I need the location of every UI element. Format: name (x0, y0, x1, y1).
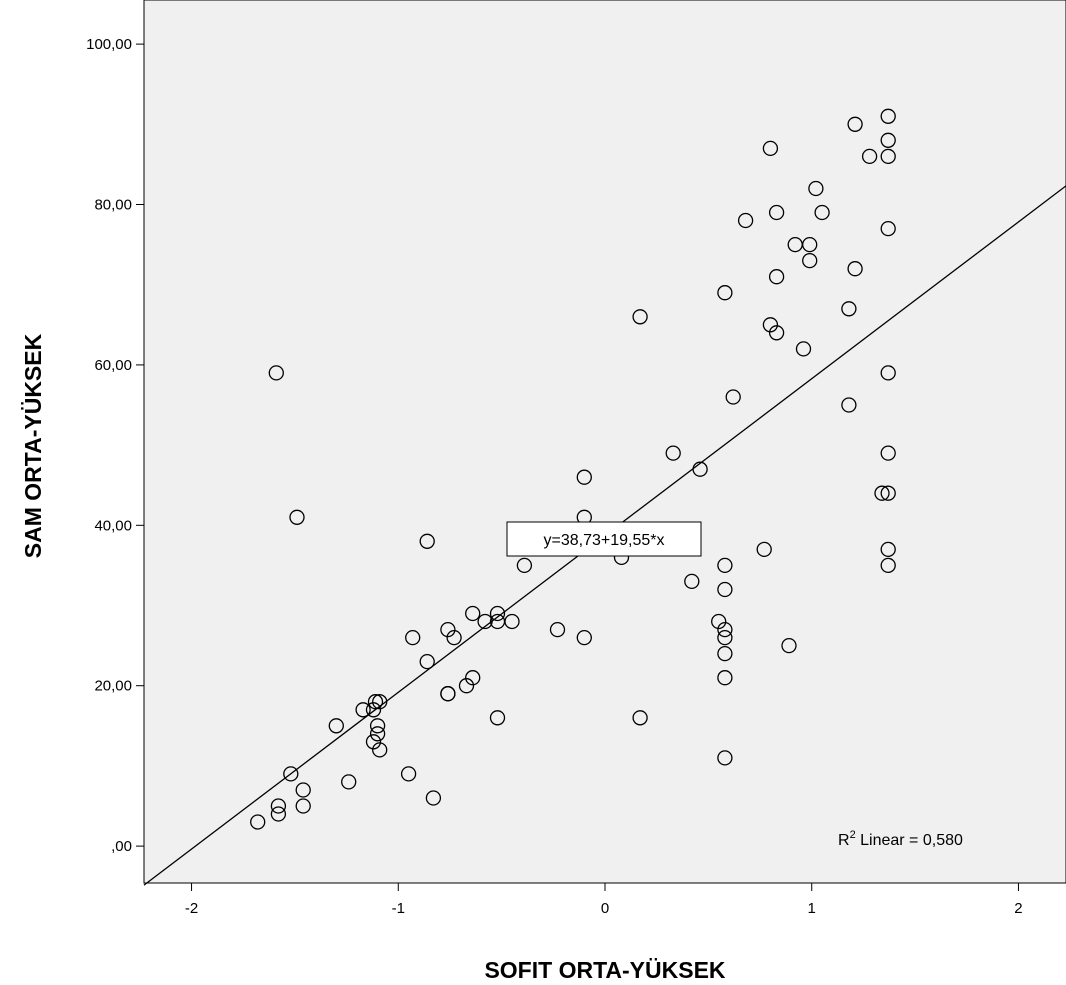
scatter-point (880, 108, 896, 124)
scatter-point (250, 814, 266, 830)
scatter-point (446, 629, 462, 646)
scatter-point (847, 116, 863, 132)
scatter-point (268, 365, 284, 381)
scatter-point (576, 469, 592, 485)
scatter-point (768, 325, 785, 341)
scatter-point (465, 605, 481, 622)
scatter-point (802, 252, 818, 269)
scatter-point (841, 301, 857, 317)
scatter-point (802, 236, 818, 253)
scatter-point (576, 629, 592, 646)
scatter-point (328, 718, 344, 734)
scatter-point (549, 621, 566, 638)
y-tick-label: 20,00 (94, 678, 132, 695)
scatter-point (847, 261, 863, 277)
scatter-point (632, 710, 648, 726)
x-axis: -2 -1 0 1 2 (185, 883, 1023, 917)
scatter-point (717, 670, 733, 686)
scatter-point (369, 718, 386, 734)
scatter-point (289, 509, 305, 525)
scatter-point (270, 806, 287, 822)
scatter-point (717, 285, 733, 301)
scatter-point (419, 533, 435, 549)
y-axis-title: SAM ORTA-YÜKSEK (20, 333, 46, 558)
scatter-point (880, 148, 896, 165)
scatter-point (440, 621, 456, 638)
scatter-point (465, 670, 481, 686)
y-tick-label: 100,00 (86, 36, 132, 53)
scatter-point (665, 445, 681, 461)
fit-equation-box: y=38,73+19,55*x (506, 521, 702, 557)
scatter-point (295, 782, 311, 798)
scatter-point (405, 629, 421, 646)
scatter-point (458, 678, 475, 694)
scatter-point (725, 389, 741, 405)
scatter-point (717, 750, 733, 766)
y-tick-label: ,00 (111, 838, 132, 855)
y-axis: ,00 20,00 40,00 60,00 80,00 100,00 (86, 36, 144, 855)
scatter-point (283, 766, 299, 782)
scatter-point (861, 148, 878, 165)
scatter-point (756, 541, 772, 558)
scatter-point (814, 204, 830, 221)
scatter-point (425, 790, 442, 806)
scatter-point (504, 613, 520, 630)
scatter-point (367, 694, 384, 710)
scatter-point (489, 710, 506, 726)
scatter-point (808, 180, 824, 197)
scatter-point (365, 734, 382, 750)
x-axis-title: SOFIT ORTA-YÜKSEK (484, 957, 725, 983)
scatter-point (841, 397, 857, 413)
scatter-point (717, 645, 733, 662)
scatter-point (355, 702, 371, 718)
scatter-point (880, 541, 896, 558)
x-tick-label: -1 (392, 900, 405, 917)
scatter-point (880, 365, 896, 381)
scatter-point (880, 557, 896, 574)
scatter-point (717, 581, 733, 598)
scatter-point (781, 637, 797, 654)
scatter-point (341, 774, 357, 790)
scatter-point (880, 220, 896, 237)
scatter-point (372, 742, 388, 758)
scatter-point (717, 557, 733, 574)
x-tick-label: -2 (185, 900, 198, 917)
scatter-point (440, 686, 456, 702)
scatter-point (737, 212, 754, 229)
scatter-point (516, 557, 533, 574)
x-tick-label: 0 (601, 900, 609, 917)
scatter-point (880, 132, 896, 148)
scatter-point (795, 341, 812, 357)
scatter-point (270, 798, 287, 814)
scatter-point (762, 140, 779, 157)
scatter-point (400, 766, 417, 782)
scatter-point (874, 485, 890, 501)
scatter-point (768, 269, 785, 285)
scatter-point (880, 445, 896, 461)
x-tick-label: 1 (808, 900, 816, 917)
scatter-point (369, 726, 386, 742)
scatter-point (419, 653, 435, 670)
plot-area (143, 0, 1066, 884)
scatter-point (717, 629, 733, 646)
y-tick-label: 40,00 (94, 517, 132, 534)
scatter-point (365, 702, 382, 718)
scatter-point (632, 309, 648, 325)
x-tick-label: 2 (1014, 900, 1022, 917)
scatter-point (489, 605, 506, 622)
scatter-point (711, 613, 727, 630)
y-tick-label: 80,00 (94, 197, 132, 214)
scatter-point (768, 204, 785, 221)
r2-label: R2 Linear = 0,580 (838, 829, 963, 849)
fit-equation-label: y=38,73+19,55*x (544, 532, 665, 549)
scatter-point (717, 621, 733, 638)
y-tick-label: 60,00 (94, 357, 132, 374)
scatter-point (295, 798, 311, 814)
scatter-point (880, 485, 896, 501)
scatter-point (762, 317, 779, 333)
scatter-point (684, 573, 700, 590)
